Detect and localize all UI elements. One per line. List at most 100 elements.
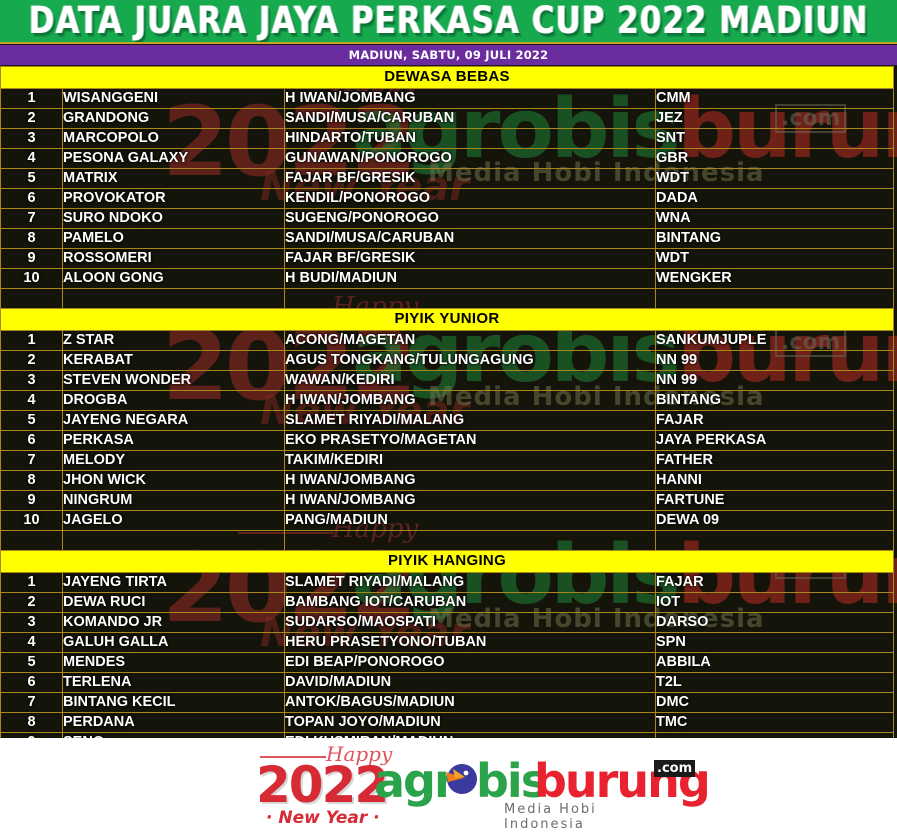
table-row: 8 PAMELO SANDI/MUSA/CARUBAN BINTANG bbox=[0, 228, 894, 249]
rank-cell: 2 bbox=[0, 350, 63, 371]
bird-name-cell: JAYENG TIRTA bbox=[62, 572, 285, 593]
team-cell: IOT bbox=[655, 592, 894, 613]
table-row: 5 JAYENG NEGARA SLAMET RIYADI/MALANG FAJAR bbox=[0, 410, 894, 431]
owner-cell: SUGENG/PONOROGO bbox=[284, 208, 656, 229]
logo-year-text: 2022 bbox=[256, 756, 389, 814]
team-cell: CMM bbox=[655, 88, 894, 109]
logo-happy-text: Happy bbox=[326, 742, 393, 766]
spacer-row bbox=[0, 530, 894, 551]
bird-name-cell: JAYENG NEGARA bbox=[62, 410, 285, 431]
section-header-row: DEWASA BEBAS bbox=[0, 66, 894, 89]
rank-cell: 9 bbox=[0, 732, 63, 738]
logo-bis-text: bis bbox=[476, 754, 548, 808]
bird-name-cell: SENO bbox=[62, 732, 285, 738]
rank-cell: 3 bbox=[0, 612, 63, 633]
table-row: 9SENOEDI KUSMIRAN/MADIUN- bbox=[0, 732, 894, 738]
bird-name-cell: PERKASA bbox=[62, 430, 285, 451]
table-row: 4 PESONA GALAXY GUNAWAN/PONOROGO GBR bbox=[0, 148, 894, 169]
spacer-cell bbox=[62, 288, 285, 309]
team-cell: NN 99 bbox=[655, 350, 894, 371]
table-row: 6 PERKASA EKO PRASETYO/MAGETAN JAYA PERKASA bbox=[0, 430, 894, 451]
table-row: 10 JAGELO PANG/MADIUN DEWA 09 bbox=[0, 510, 894, 531]
table-row: 1 JAYENG TIRTA SLAMET RIYADI/MALANG FAJAR bbox=[0, 572, 894, 593]
rank-cell: 8 bbox=[0, 470, 63, 491]
footer: Happy 2022 · New Year · agr bis burung .… bbox=[0, 738, 897, 832]
table-row: 5 MATRIX FAJAR BF/GRESIK WDT bbox=[0, 168, 894, 189]
bird-name-cell: WISANGGENI bbox=[62, 88, 285, 109]
logo-rule bbox=[260, 756, 326, 758]
logo-dotcom-badge: .com bbox=[654, 760, 696, 777]
table-row: 3 KOMANDO JR SUDARSO/MAOSPATI DARSO bbox=[0, 612, 894, 633]
team-cell: SNT bbox=[655, 128, 894, 149]
team-cell: WENGKER bbox=[655, 268, 894, 289]
owner-cell: SANDI/MUSA/CARUBAN bbox=[284, 228, 656, 249]
team-cell: SANKUMJUPLE bbox=[655, 330, 894, 351]
table-row: 7 BINTANG KECIL ANTOK/BAGUS/MADIUN DMC bbox=[0, 692, 894, 713]
rank-cell: 9 bbox=[0, 248, 63, 269]
table-row: 9 NINGRUM H IWAN/JOMBANG FARTUNE bbox=[0, 490, 894, 511]
spacer-cell bbox=[284, 530, 656, 551]
owner-cell: TAKIM/KEDIRI bbox=[284, 450, 656, 471]
team-cell: FATHER bbox=[655, 450, 894, 471]
rank-cell: 6 bbox=[0, 672, 63, 693]
rank-cell: 6 bbox=[0, 430, 63, 451]
rank-cell: 4 bbox=[0, 390, 63, 411]
bird-name-cell: MATRIX bbox=[62, 168, 285, 189]
bird-name-cell: TERLENA bbox=[62, 672, 285, 693]
section-header-row: PIYIK YUNIOR bbox=[0, 308, 894, 331]
rank-cell: 1 bbox=[0, 88, 63, 109]
owner-cell: H IWAN/JOMBANG bbox=[284, 470, 656, 491]
table-row: 8 JHON WICK H IWAN/JOMBANG HANNI bbox=[0, 470, 894, 491]
owner-cell: BAMBANG IOT/CARUBAN bbox=[284, 592, 656, 613]
table-row: 8 PERDANA TOPAN JOYO/MADIUN TMC bbox=[0, 712, 894, 733]
rank-cell: 4 bbox=[0, 148, 63, 169]
owner-cell: SANDI/MUSA/CARUBAN bbox=[284, 108, 656, 129]
team-cell: WDT bbox=[655, 248, 894, 269]
bird-icon bbox=[440, 758, 480, 798]
owner-cell: H IWAN/JOMBANG bbox=[284, 490, 656, 511]
owner-cell: KENDIL/PONOROGO bbox=[284, 188, 656, 209]
bird-name-cell: Z STAR bbox=[62, 330, 285, 351]
rank-cell: 6 bbox=[0, 188, 63, 209]
rank-cell: 8 bbox=[0, 228, 63, 249]
team-cell: DEWA 09 bbox=[655, 510, 894, 531]
table-row: 3 MARCOPOLO HINDARTO/TUBAN SNT bbox=[0, 128, 894, 149]
owner-cell: SLAMET RIYADI/MALANG bbox=[284, 410, 656, 431]
title-banner: DATA JUARA JAYA PERKASA CUP 2022 MADIUN bbox=[0, 0, 897, 44]
bird-name-cell: SURO NDOKO bbox=[62, 208, 285, 229]
subtitle-bar: MADIUN, SABTU, 09 JULI 2022 bbox=[0, 44, 897, 66]
team-cell: BINTANG bbox=[655, 390, 894, 411]
bird-name-cell: DROGBA bbox=[62, 390, 285, 411]
section-title: DEWASA BEBAS bbox=[384, 68, 510, 85]
logo-new-year-text: · New Year · bbox=[266, 808, 380, 828]
rank-cell: 7 bbox=[0, 208, 63, 229]
table-row: 2 KERABAT AGUS TONGKANG/TULUNGAGUNG NN 99 bbox=[0, 350, 894, 371]
spacer-cell bbox=[62, 530, 285, 551]
bird-name-cell: STEVEN WONDER bbox=[62, 370, 285, 391]
bird-name-cell: KERABAT bbox=[62, 350, 285, 371]
table-row: 6 TERLENA DAVID/MADIUN T2L bbox=[0, 672, 894, 693]
rank-cell: 5 bbox=[0, 168, 63, 189]
bird-name-cell: GALUH GALLA bbox=[62, 632, 285, 653]
rank-cell: 1 bbox=[0, 330, 63, 351]
rank-cell: 1 bbox=[0, 572, 63, 593]
agrobisburung-logo: Happy 2022 · New Year · agr bis burung .… bbox=[248, 740, 711, 832]
rank-cell: 7 bbox=[0, 692, 63, 713]
bird-name-cell: BINTANG KECIL bbox=[62, 692, 285, 713]
section-header-cell: DEWASA BEBAS bbox=[0, 66, 894, 89]
spacer-cell bbox=[284, 288, 656, 309]
bird-name-cell: PROVOKATOR bbox=[62, 188, 285, 209]
rank-cell: 2 bbox=[0, 592, 63, 613]
spacer-cell bbox=[0, 288, 63, 309]
rank-cell: 5 bbox=[0, 652, 63, 673]
section-header-cell: PIYIK HANGING bbox=[0, 550, 894, 573]
logo-agr-text: agr bbox=[374, 754, 457, 808]
team-cell: BINTANG bbox=[655, 228, 894, 249]
bird-name-cell: MELODY bbox=[62, 450, 285, 471]
bird-name-cell: MENDES bbox=[62, 652, 285, 673]
owner-cell: TOPAN JOYO/MADIUN bbox=[284, 712, 656, 733]
bird-name-cell: NINGRUM bbox=[62, 490, 285, 511]
bird-name-cell: MARCOPOLO bbox=[62, 128, 285, 149]
bird-name-cell: PESONA GALAXY bbox=[62, 148, 285, 169]
